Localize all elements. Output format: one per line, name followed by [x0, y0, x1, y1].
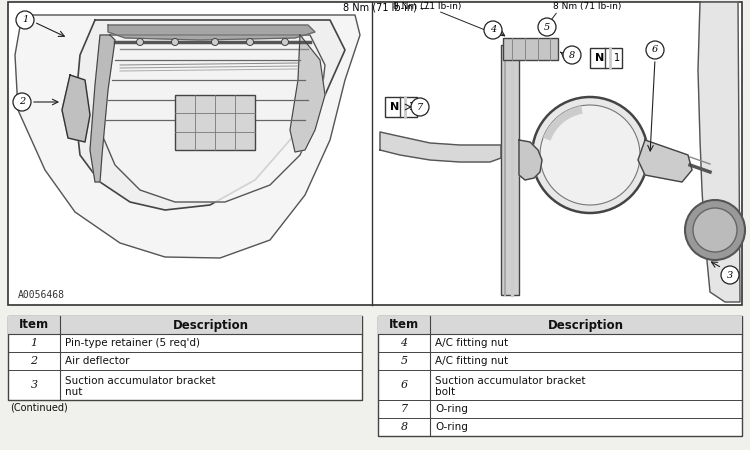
Bar	[8, 316, 362, 334]
Text: Pin-type retainer (5 req'd): Pin-type retainer (5 req'd)	[65, 338, 200, 348]
Bar	[378, 316, 742, 436]
Circle shape	[172, 39, 178, 45]
Polygon shape	[290, 35, 325, 152]
Wedge shape	[543, 106, 583, 141]
Text: 1: 1	[22, 15, 28, 24]
Text: 8: 8	[400, 422, 407, 432]
Text: 1: 1	[614, 53, 620, 63]
Text: Description: Description	[173, 319, 249, 332]
Circle shape	[484, 21, 502, 39]
Polygon shape	[638, 140, 692, 182]
Text: 8: 8	[568, 50, 575, 59]
Text: 8 Nm (71 lb-in): 8 Nm (71 lb-in)	[553, 2, 621, 11]
Circle shape	[136, 39, 143, 45]
Text: 8 Nm (71 lb-in): 8 Nm (71 lb-in)	[393, 2, 461, 11]
Text: 2: 2	[31, 356, 38, 366]
Circle shape	[211, 39, 218, 45]
Text: Suction accumulator bracket: Suction accumulator bracket	[65, 375, 215, 386]
Circle shape	[411, 98, 429, 116]
Text: 1: 1	[409, 102, 416, 112]
Text: nut: nut	[65, 387, 82, 396]
Circle shape	[13, 93, 31, 111]
Text: Suction accumulator bracket: Suction accumulator bracket	[435, 375, 586, 386]
Text: 6: 6	[400, 380, 407, 390]
Text: 5: 5	[400, 356, 407, 366]
Polygon shape	[90, 35, 115, 182]
Text: 4: 4	[400, 338, 407, 348]
Text: (Continued): (Continued)	[10, 403, 68, 413]
Text: 6: 6	[652, 45, 658, 54]
Bar	[378, 316, 742, 334]
Text: 3: 3	[31, 380, 38, 390]
Circle shape	[16, 11, 34, 29]
Polygon shape	[380, 132, 501, 162]
Text: Air deflector: Air deflector	[65, 356, 130, 366]
Text: 3: 3	[727, 270, 733, 279]
Polygon shape	[698, 2, 740, 302]
Circle shape	[247, 39, 254, 45]
Text: O-ring: O-ring	[435, 404, 468, 414]
Text: 4: 4	[490, 26, 496, 35]
Text: 7: 7	[417, 103, 423, 112]
Text: 7: 7	[400, 404, 407, 414]
Polygon shape	[62, 75, 90, 142]
Bar	[385, 97, 417, 117]
Text: 2: 2	[19, 98, 26, 107]
Text: 8 Nm (71 lb-in) —: 8 Nm (71 lb-in) —	[344, 2, 430, 12]
Polygon shape	[108, 25, 315, 40]
Text: bolt: bolt	[435, 387, 455, 396]
Bar	[590, 48, 622, 68]
Circle shape	[532, 97, 648, 213]
Circle shape	[538, 18, 556, 36]
Text: O-ring: O-ring	[435, 422, 468, 432]
Polygon shape	[519, 140, 542, 180]
Text: 5: 5	[544, 22, 550, 32]
Text: A/C fitting nut: A/C fitting nut	[435, 338, 508, 348]
Circle shape	[563, 46, 581, 64]
Text: Description: Description	[548, 319, 624, 332]
Circle shape	[646, 41, 664, 59]
Polygon shape	[75, 20, 345, 210]
Text: A/C fitting nut: A/C fitting nut	[435, 356, 508, 366]
Text: Item: Item	[389, 319, 419, 332]
Circle shape	[540, 105, 640, 205]
Bar	[8, 2, 742, 305]
Circle shape	[721, 266, 739, 284]
Text: A0056468: A0056468	[18, 290, 65, 300]
Circle shape	[281, 39, 289, 45]
Circle shape	[693, 208, 737, 252]
Bar	[501, 45, 519, 295]
Text: N: N	[390, 102, 399, 112]
Text: 1: 1	[31, 338, 38, 348]
Bar	[503, 38, 558, 60]
Polygon shape	[98, 35, 325, 202]
Text: Item: Item	[19, 319, 49, 332]
Text: N: N	[595, 53, 604, 63]
Circle shape	[685, 200, 745, 260]
Polygon shape	[15, 15, 360, 258]
Bar	[8, 316, 362, 400]
Bar	[175, 95, 255, 150]
